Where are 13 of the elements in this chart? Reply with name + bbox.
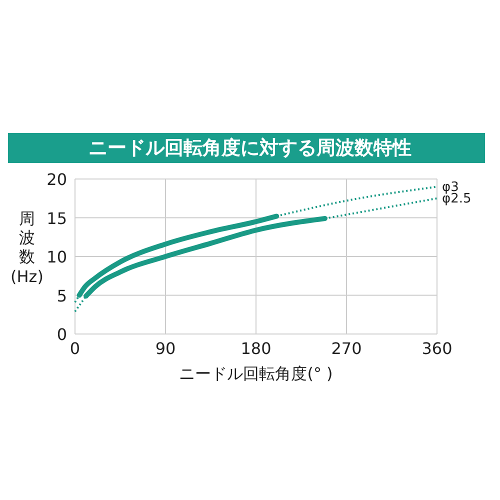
x-tick-label: 360 [422,339,452,358]
y-tick-label: 0 [56,325,67,344]
x-axis-title: ニードル回転角度(° ) [179,364,333,383]
x-tick-label: 270 [331,339,362,358]
y-tick-label: 5 [56,286,67,306]
y-tick-label: 20 [46,170,67,189]
x-tick-label: 180 [240,339,272,358]
chart-title: ニードル回転角度に対する周波数特性 [88,137,412,159]
y-tick-label: 10 [46,248,67,266]
x-tick-label: 0 [70,339,80,358]
x-tick-label: 90 [155,339,176,358]
y-tick-label: 15 [46,208,67,228]
y-axis-title: 周波数(Hz) [10,209,44,286]
